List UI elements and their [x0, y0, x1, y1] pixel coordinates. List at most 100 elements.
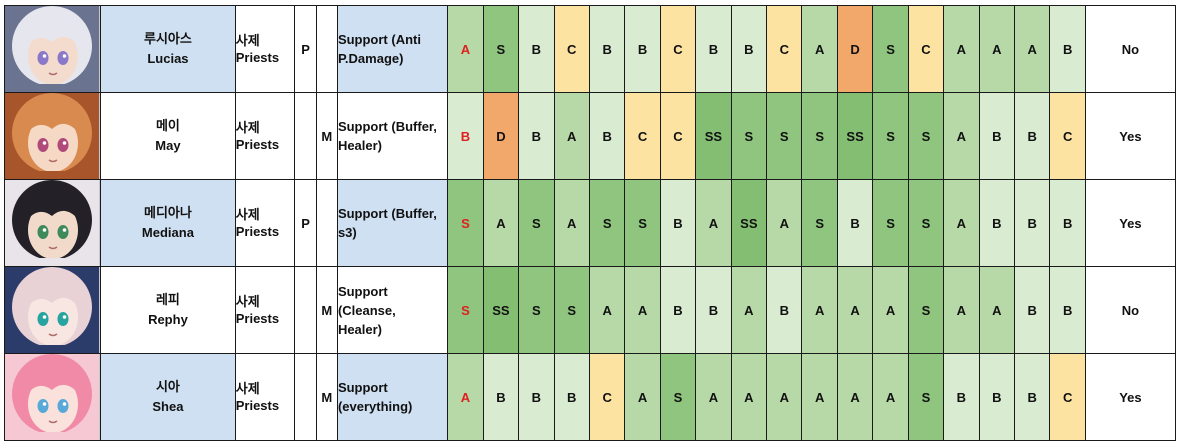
grade-cell: B — [1013, 266, 1051, 354]
name-english: Mediana — [141, 225, 194, 240]
name-korean: 시아 — [155, 379, 180, 394]
grade-cell: B — [482, 353, 520, 441]
class-korean: 사제 — [235, 207, 260, 222]
table-row: 레피 Rephy 사제 Priests M Support (Cleanse, Healer)… — [3, 266, 1177, 354]
recommendation-cell: No — [1084, 266, 1177, 354]
role-line: Healer) — [337, 321, 383, 337]
grade-cell: D — [836, 5, 874, 93]
grade-cell: A — [872, 266, 909, 354]
grade-cell: S — [907, 353, 945, 441]
class-korean: 사제 — [235, 120, 260, 135]
recommendation-cell: Yes — [1084, 92, 1177, 180]
grade-cell: B — [978, 353, 1016, 441]
class-korean: 사제 — [235, 294, 260, 309]
grade-cell: C — [588, 353, 626, 441]
grade-cell: B — [659, 266, 697, 354]
grade-cell: S — [730, 92, 768, 180]
class-korean: 사제 — [235, 381, 260, 396]
character-role: Support (Buffer, s3) — [336, 179, 449, 267]
grade-cell: A — [943, 266, 980, 354]
grade-cell: C — [659, 5, 697, 93]
grade-cell: A — [588, 266, 626, 354]
grade-cell: S — [801, 92, 838, 180]
grade-cell: S — [482, 5, 520, 93]
grade-cell: S — [659, 353, 697, 441]
character-role: Support (everything) — [336, 353, 449, 441]
magic-damage-cell: M — [315, 266, 338, 354]
character-class: 사제 Priests — [234, 92, 296, 180]
grade-cell: B — [766, 266, 803, 354]
grade-cell: B — [978, 179, 1016, 267]
name-korean: 메이 — [155, 118, 180, 133]
table-row: 메디아나 Mediana 사제 Priests P Support (Buffer, s3)… — [3, 179, 1177, 267]
class-english: Priests — [235, 50, 280, 65]
name-korean: 레피 — [155, 292, 180, 307]
grade-cell: A — [943, 179, 980, 267]
grade-cell: B — [943, 353, 980, 441]
character-role: Support (Cleanse, Healer) — [336, 266, 449, 354]
table-row: 메이 May 사제 Priests M Support (Buffer, Healer) B D… — [3, 92, 1177, 180]
recommendation-cell: No — [1084, 5, 1177, 93]
grade-cell: B — [695, 5, 732, 93]
grade-cell: S — [588, 179, 626, 267]
character-name: 레피 Rephy — [100, 266, 236, 354]
grade-cell: A — [801, 353, 838, 441]
grade-cell: A — [624, 266, 661, 354]
grade-cell: B — [1013, 92, 1051, 180]
grade-cell: A — [801, 266, 838, 354]
magic-damage-cell — [315, 5, 338, 93]
character-role: Support (Anti P.Damage) — [336, 5, 449, 93]
grade-cell: B — [1049, 5, 1086, 93]
grade-cell: S — [872, 5, 909, 93]
grade-cell: A — [943, 5, 980, 93]
physical-damage-cell — [294, 92, 317, 180]
character-role: Support (Buffer, Healer) — [336, 92, 449, 180]
grade-cell: C — [1049, 353, 1086, 441]
role-line: Support — [337, 380, 388, 395]
grade-cell: B — [518, 92, 555, 180]
class-english: Priests — [235, 311, 280, 326]
grade-cell: A — [872, 353, 909, 441]
character-name: 메이 May — [100, 92, 236, 180]
magic-damage-cell — [315, 179, 338, 267]
grade-cell: D — [482, 92, 520, 180]
grade-cell: B — [1013, 353, 1051, 441]
grade-cell: A — [553, 92, 590, 180]
grade-cell: B — [1049, 179, 1086, 267]
magic-damage-cell: M — [315, 353, 338, 441]
grade-cell: A — [447, 5, 484, 93]
role-line: (Cleanse, — [337, 302, 396, 318]
grade-cell: S — [766, 92, 803, 180]
grade-cell: B — [1049, 266, 1086, 354]
physical-damage-cell: P — [294, 179, 317, 267]
character-tier-table: 루시아스 Lucias 사제 Priests P Support (Anti P.Damag… — [3, 5, 1177, 441]
grade-cell: S — [518, 179, 555, 267]
grade-cell: B — [978, 92, 1016, 180]
character-portrait — [3, 179, 102, 267]
role-line: Support (Anti — [337, 32, 421, 47]
name-english: Shea — [152, 399, 184, 414]
character-name: 메디아나 Mediana — [100, 179, 236, 267]
grade-cell: S — [553, 266, 590, 354]
grade-cell: S — [624, 179, 661, 267]
name-korean: 루시아스 — [144, 31, 192, 46]
grade-cell: S — [447, 266, 484, 354]
grade-cell: S — [801, 179, 838, 267]
character-portrait — [3, 92, 102, 180]
grade-cell: A — [447, 353, 484, 441]
grade-cell: B — [447, 92, 484, 180]
character-class: 사제 Priests — [234, 266, 296, 354]
grade-cell: A — [1013, 5, 1051, 93]
magic-damage-cell: M — [315, 92, 338, 180]
grade-cell: SS — [730, 179, 768, 267]
grade-cell: A — [553, 179, 590, 267]
name-english: Lucias — [147, 51, 189, 66]
name-english: May — [155, 138, 181, 153]
physical-damage-cell — [294, 353, 317, 441]
grade-cell: A — [730, 353, 768, 441]
grade-cell: B — [588, 92, 626, 180]
grade-cell: B — [518, 353, 555, 441]
class-english: Priests — [235, 398, 280, 413]
recommendation-cell: Yes — [1084, 353, 1177, 441]
grade-cell: B — [836, 179, 874, 267]
